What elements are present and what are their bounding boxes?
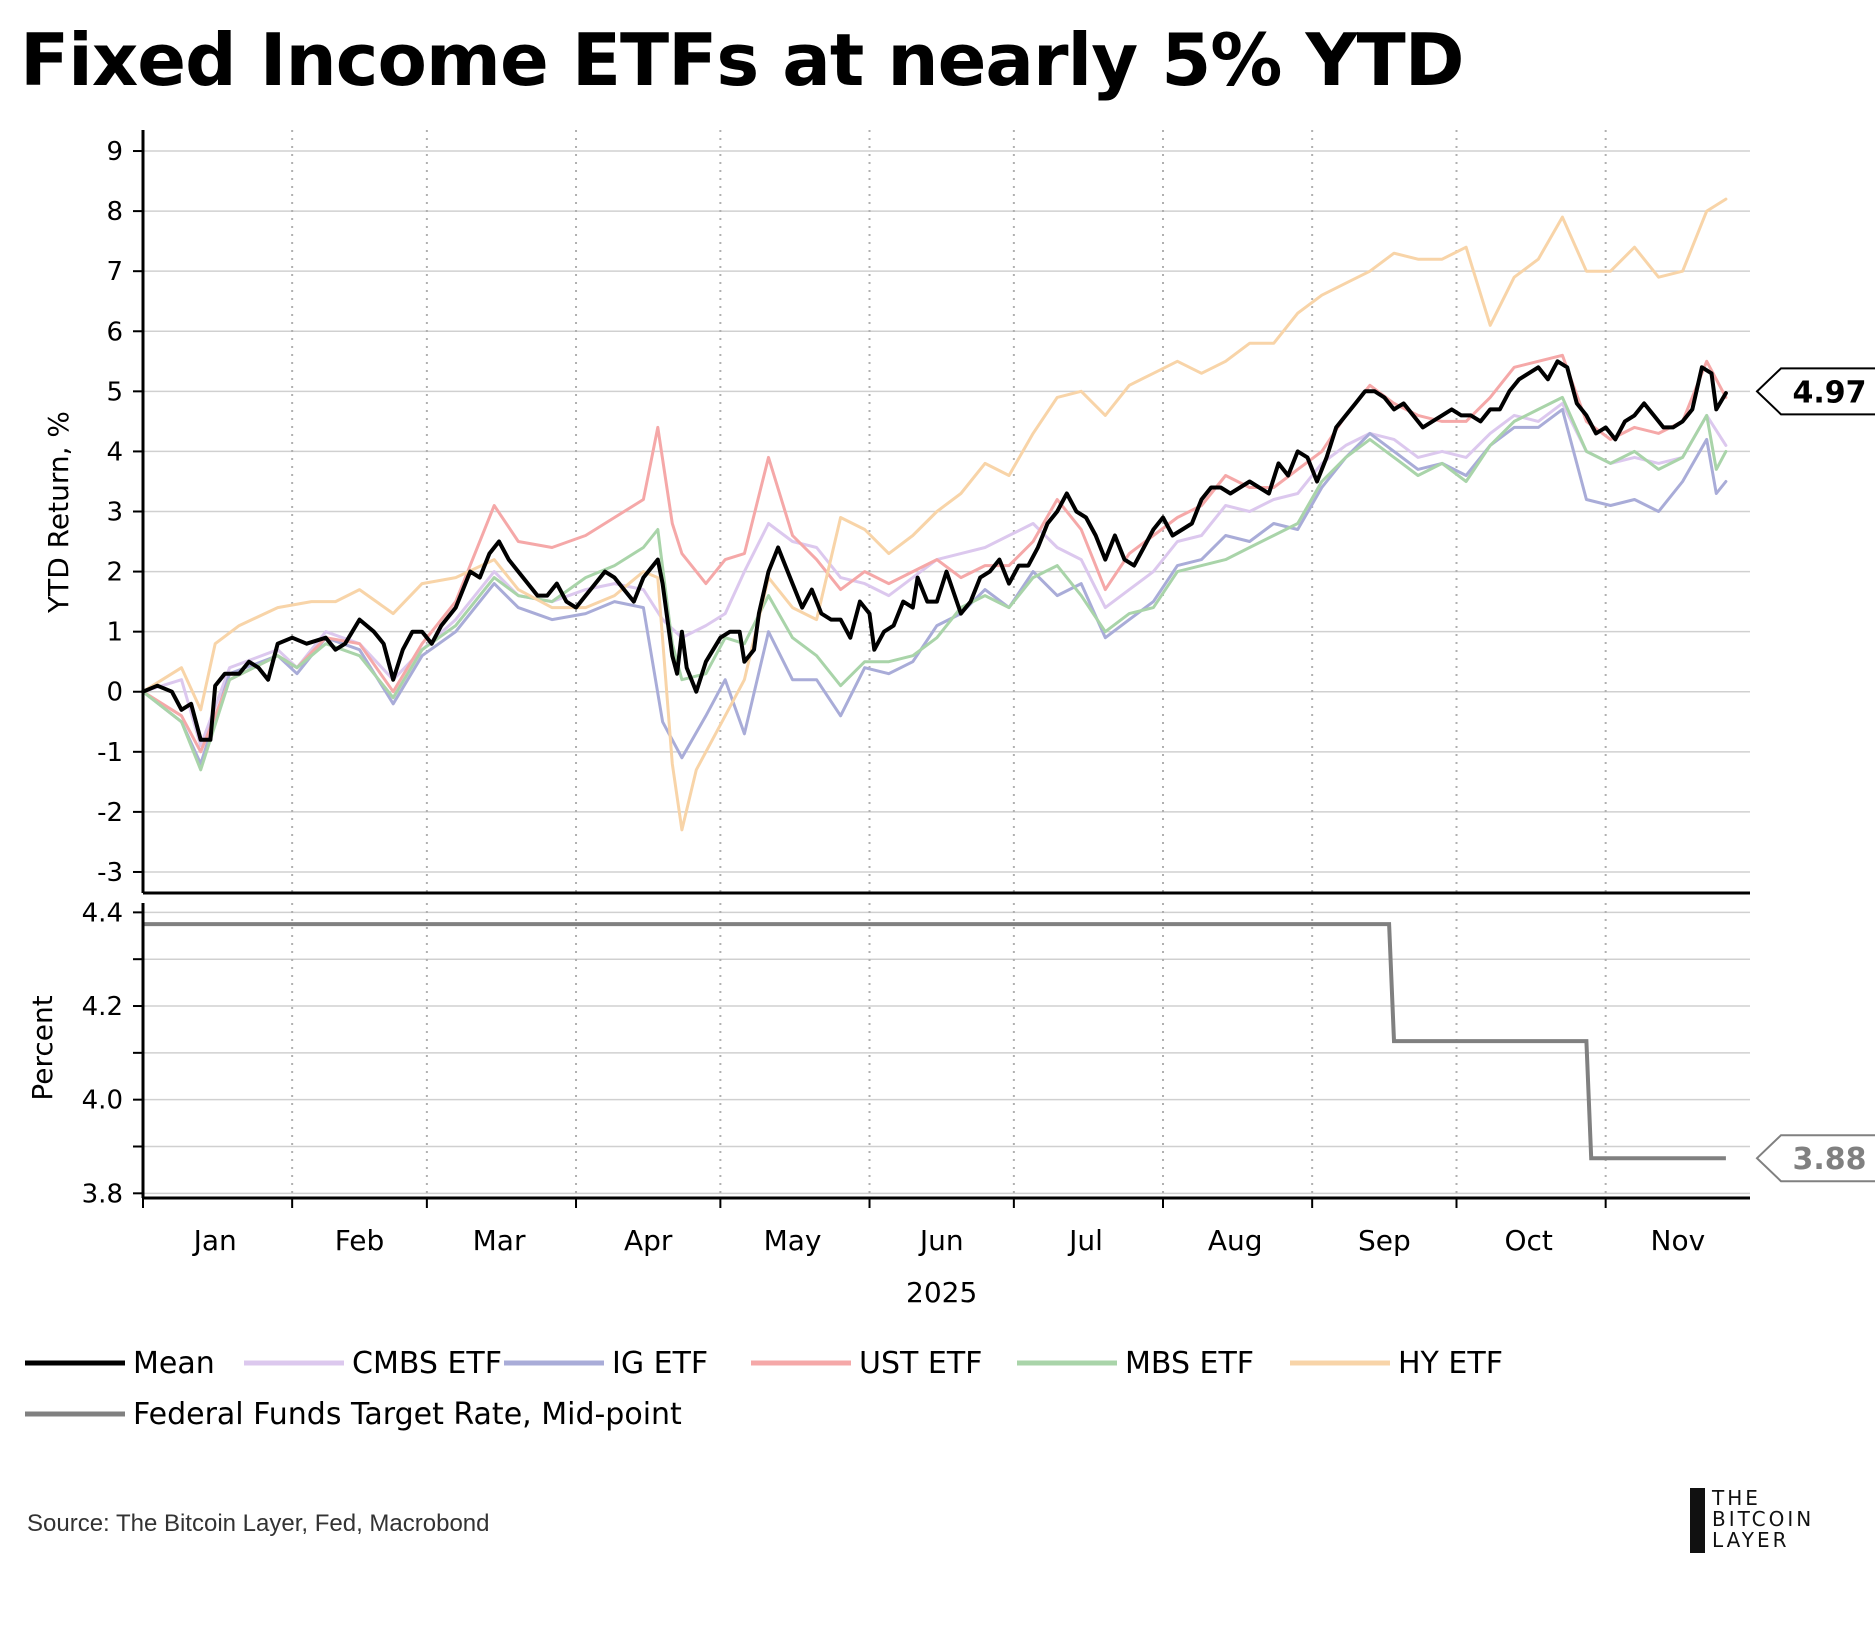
month-label: Feb — [335, 1224, 385, 1257]
chart-title: Fixed Income ETFs at nearly 5% YTD — [20, 18, 1465, 102]
legend-label: Federal Funds Target Rate, Mid-point — [133, 1397, 682, 1432]
legend-label: Mean — [133, 1346, 215, 1381]
bitcoin-layer-logo: THE BITCOIN LAYER — [1690, 1488, 1860, 1558]
bottom-ylabel: Percent — [26, 995, 59, 1100]
axes — [141, 130, 1750, 1200]
bottom-series-lines — [143, 922, 1726, 1161]
top-ytick-label: 8 — [106, 197, 123, 227]
series-line-hy-etf — [141, 197, 1728, 832]
month-label: Jul — [1067, 1224, 1103, 1257]
month-label: Aug — [1208, 1224, 1263, 1257]
month-label: Apr — [624, 1224, 673, 1257]
fed-funds-last-value-box — [1755, 1134, 1875, 1183]
logo-word-2: BITCOIN — [1712, 1507, 1815, 1531]
top-ytick-label: 2 — [106, 558, 123, 588]
month-label: Sep — [1358, 1224, 1411, 1257]
legend-label: UST ETF — [859, 1346, 982, 1381]
month-label: May — [764, 1224, 822, 1257]
bottom-gridlines — [143, 911, 1750, 1195]
legend-label: MBS ETF — [1125, 1346, 1254, 1381]
value-callouts: 4.97 3.88 — [1755, 367, 1875, 1183]
axis-labels: -3 -2 -1 0 1 2 3 4 5 6 7 8 9 3.8 4.0 4.2 4.4 Jan Feb Mar Apr… — [26, 137, 1705, 1309]
logo-bar — [1690, 1488, 1705, 1553]
month-label: Mar — [473, 1224, 526, 1257]
logo-word-1: THE — [1712, 1486, 1761, 1510]
top-ytick-label: 6 — [106, 317, 123, 347]
top-ytick-label: 0 — [106, 678, 123, 708]
source-note: Source: The Bitcoin Layer, Fed, Macrobon… — [27, 1510, 490, 1537]
top-ytick-label: 4 — [106, 437, 123, 467]
top-ylabel: YTD Return, % — [42, 411, 75, 614]
bottom-ytick-label: 4.2 — [82, 992, 123, 1022]
series-line-ig-etf — [141, 407, 1728, 766]
fed-funds-last-value: 3.88 — [1792, 1142, 1866, 1177]
top-ytick-label: 9 — [106, 137, 123, 167]
top-gridlines — [143, 150, 1750, 873]
year-label: 2025 — [906, 1276, 977, 1309]
month-gridlines — [291, 130, 1607, 1198]
top-ytick-label: 1 — [106, 618, 123, 648]
month-label: Oct — [1504, 1224, 1552, 1257]
top-ytick-label: 3 — [106, 498, 123, 528]
series-line-mbs-etf — [141, 395, 1728, 772]
bottom-ytick-label: 4.4 — [82, 898, 123, 928]
legend-label: HY ETF — [1398, 1346, 1503, 1381]
logo-word-3: LAYER — [1712, 1528, 1790, 1552]
top-series-lines — [141, 197, 1728, 832]
month-label: Jun — [918, 1224, 964, 1257]
series-line-ust-etf — [141, 353, 1728, 754]
mean-last-value-box — [1755, 367, 1875, 416]
top-ytick-label: 7 — [106, 257, 123, 287]
legend-label: IG ETF — [612, 1346, 708, 1381]
axis-ticks — [133, 150, 1607, 1208]
series-line-cmbs-etf — [141, 401, 1728, 748]
month-label: Jan — [192, 1224, 237, 1257]
legend: Mean CMBS ETF IG ETF UST ETF MBS ETF HY ETF Fe… — [25, 1346, 1503, 1432]
top-ytick-label: -3 — [97, 858, 123, 888]
bottom-ytick-label: 4.0 — [82, 1086, 123, 1116]
series-line-fed-funds — [143, 922, 1726, 1161]
series-line-mean — [141, 359, 1728, 742]
legend-label: CMBS ETF — [352, 1346, 502, 1381]
top-ytick-label: -2 — [97, 798, 123, 828]
mean-last-value: 4.97 — [1792, 375, 1866, 410]
top-ytick-label: 5 — [106, 377, 123, 407]
bottom-ytick-label: 3.8 — [82, 1179, 123, 1209]
month-label: Nov — [1651, 1224, 1706, 1257]
top-ytick-label: -1 — [97, 738, 123, 768]
